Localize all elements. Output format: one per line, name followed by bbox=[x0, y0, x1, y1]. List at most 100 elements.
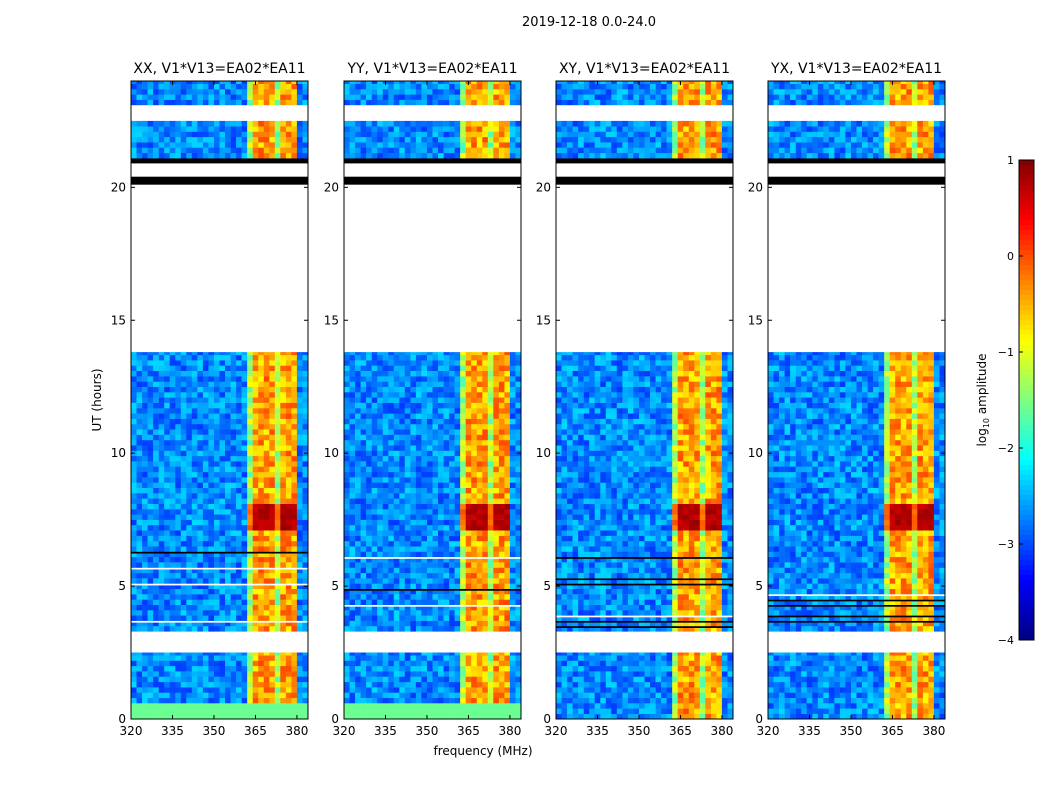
heatmap-cell bbox=[225, 626, 231, 632]
heatmap-cell bbox=[415, 455, 422, 462]
heatmap-cell bbox=[344, 562, 350, 568]
heatmap-cell bbox=[471, 681, 477, 688]
heatmap-cell bbox=[225, 681, 231, 688]
heatmap-cell bbox=[360, 578, 367, 584]
heatmap-cell bbox=[410, 434, 417, 441]
heatmap-cell bbox=[377, 665, 383, 672]
heatmap-cell bbox=[515, 402, 522, 409]
heatmap-cell bbox=[371, 551, 378, 558]
heatmap-cell bbox=[274, 370, 281, 377]
heatmap-cell bbox=[302, 551, 309, 558]
heatmap-cell bbox=[153, 535, 159, 542]
heatmap-cell bbox=[344, 551, 350, 558]
heatmap-cell bbox=[410, 498, 417, 504]
heatmap-cell bbox=[421, 402, 428, 409]
heatmap-cell bbox=[509, 578, 516, 584]
heatmap-cell bbox=[349, 354, 356, 361]
heatmap-cell bbox=[258, 519, 264, 526]
heatmap-cell bbox=[180, 514, 187, 520]
heatmap-cell bbox=[186, 626, 193, 632]
heatmap-cell bbox=[388, 471, 395, 478]
heatmap-cell bbox=[247, 365, 253, 371]
heatmap-cell bbox=[285, 450, 292, 457]
heatmap-cell bbox=[388, 131, 395, 138]
heatmap-cell bbox=[377, 365, 383, 371]
heatmap-cell bbox=[410, 423, 417, 430]
heatmap-cell bbox=[258, 365, 264, 371]
heatmap-cell bbox=[208, 604, 215, 611]
heatmap-cell bbox=[427, 376, 433, 382]
heatmap-cell bbox=[498, 681, 505, 688]
heatmap-cell bbox=[302, 540, 309, 547]
heatmap-cell bbox=[158, 152, 165, 159]
heatmap-cell bbox=[427, 671, 433, 677]
heatmap-cell bbox=[377, 610, 383, 616]
heatmap-cell bbox=[302, 519, 309, 526]
heatmap-cell bbox=[460, 376, 466, 382]
heatmap-cell bbox=[460, 535, 466, 542]
heatmap-cell bbox=[465, 551, 472, 558]
heatmap-cell bbox=[247, 530, 253, 536]
heatmap-cell bbox=[404, 365, 411, 371]
heatmap-cell bbox=[285, 354, 292, 361]
heatmap-cell bbox=[225, 567, 231, 574]
heatmap-cell bbox=[476, 352, 483, 356]
heatmap-cell bbox=[291, 594, 298, 600]
heatmap-cell bbox=[471, 413, 477, 419]
heatmap-cell bbox=[393, 126, 400, 132]
heatmap-cell bbox=[230, 671, 237, 677]
heatmap-cell bbox=[296, 713, 303, 720]
heatmap-cell bbox=[230, 429, 237, 435]
heatmap-cell bbox=[393, 461, 400, 467]
heatmap-cell bbox=[344, 439, 350, 446]
heatmap-cell bbox=[415, 354, 422, 361]
heatmap-cell bbox=[349, 626, 356, 632]
heatmap-cell bbox=[208, 665, 215, 672]
heatmap-cell bbox=[158, 455, 165, 462]
heatmap-cell bbox=[202, 381, 209, 387]
heatmap-cell bbox=[285, 514, 292, 520]
heatmap-cell bbox=[291, 466, 298, 473]
heatmap-cell bbox=[180, 434, 187, 441]
heatmap-cell bbox=[449, 445, 455, 451]
heatmap-cell bbox=[153, 594, 159, 600]
heatmap-cell bbox=[432, 471, 439, 478]
heatmap-cell bbox=[504, 413, 511, 419]
heatmap-cell bbox=[191, 503, 198, 510]
heatmap-cell bbox=[241, 445, 248, 451]
heatmap-cell bbox=[274, 408, 281, 414]
heatmap-cell bbox=[404, 615, 411, 621]
heatmap-cell bbox=[427, 365, 433, 371]
heatmap-cell bbox=[432, 671, 439, 677]
heatmap-cell bbox=[371, 588, 378, 595]
heatmap-cell bbox=[302, 147, 309, 154]
heatmap-cell bbox=[399, 142, 406, 148]
heatmap-cell bbox=[344, 697, 350, 704]
heatmap-cell bbox=[296, 461, 303, 467]
heatmap-cell bbox=[219, 466, 226, 473]
heatmap-cell bbox=[285, 708, 292, 714]
heatmap-cell bbox=[471, 131, 477, 138]
heatmap-cell bbox=[371, 376, 378, 382]
heatmap-cell bbox=[280, 713, 287, 720]
heatmap-cell bbox=[180, 408, 187, 414]
panel-title: XX, V1*V13=EA02*EA11 bbox=[133, 61, 305, 77]
heatmap-cell bbox=[131, 493, 137, 499]
heatmap-cell bbox=[449, 376, 455, 382]
heatmap-cell bbox=[438, 397, 444, 403]
heatmap-cell bbox=[432, 466, 439, 473]
heatmap-cell bbox=[498, 147, 505, 154]
heatmap-cell bbox=[219, 546, 226, 552]
heatmap-cell bbox=[186, 692, 193, 698]
heatmap-cell bbox=[504, 482, 511, 488]
heatmap-cell bbox=[136, 671, 143, 677]
heatmap-cell bbox=[421, 599, 428, 605]
heatmap-cell bbox=[460, 392, 466, 398]
heatmap-cell bbox=[175, 498, 182, 504]
heatmap-cell bbox=[366, 397, 372, 403]
heatmap-cell bbox=[344, 354, 350, 361]
heatmap-cell bbox=[302, 434, 309, 441]
heatmap-cell bbox=[382, 136, 389, 143]
heatmap-cell bbox=[142, 713, 148, 720]
heatmap-cell bbox=[219, 583, 226, 589]
